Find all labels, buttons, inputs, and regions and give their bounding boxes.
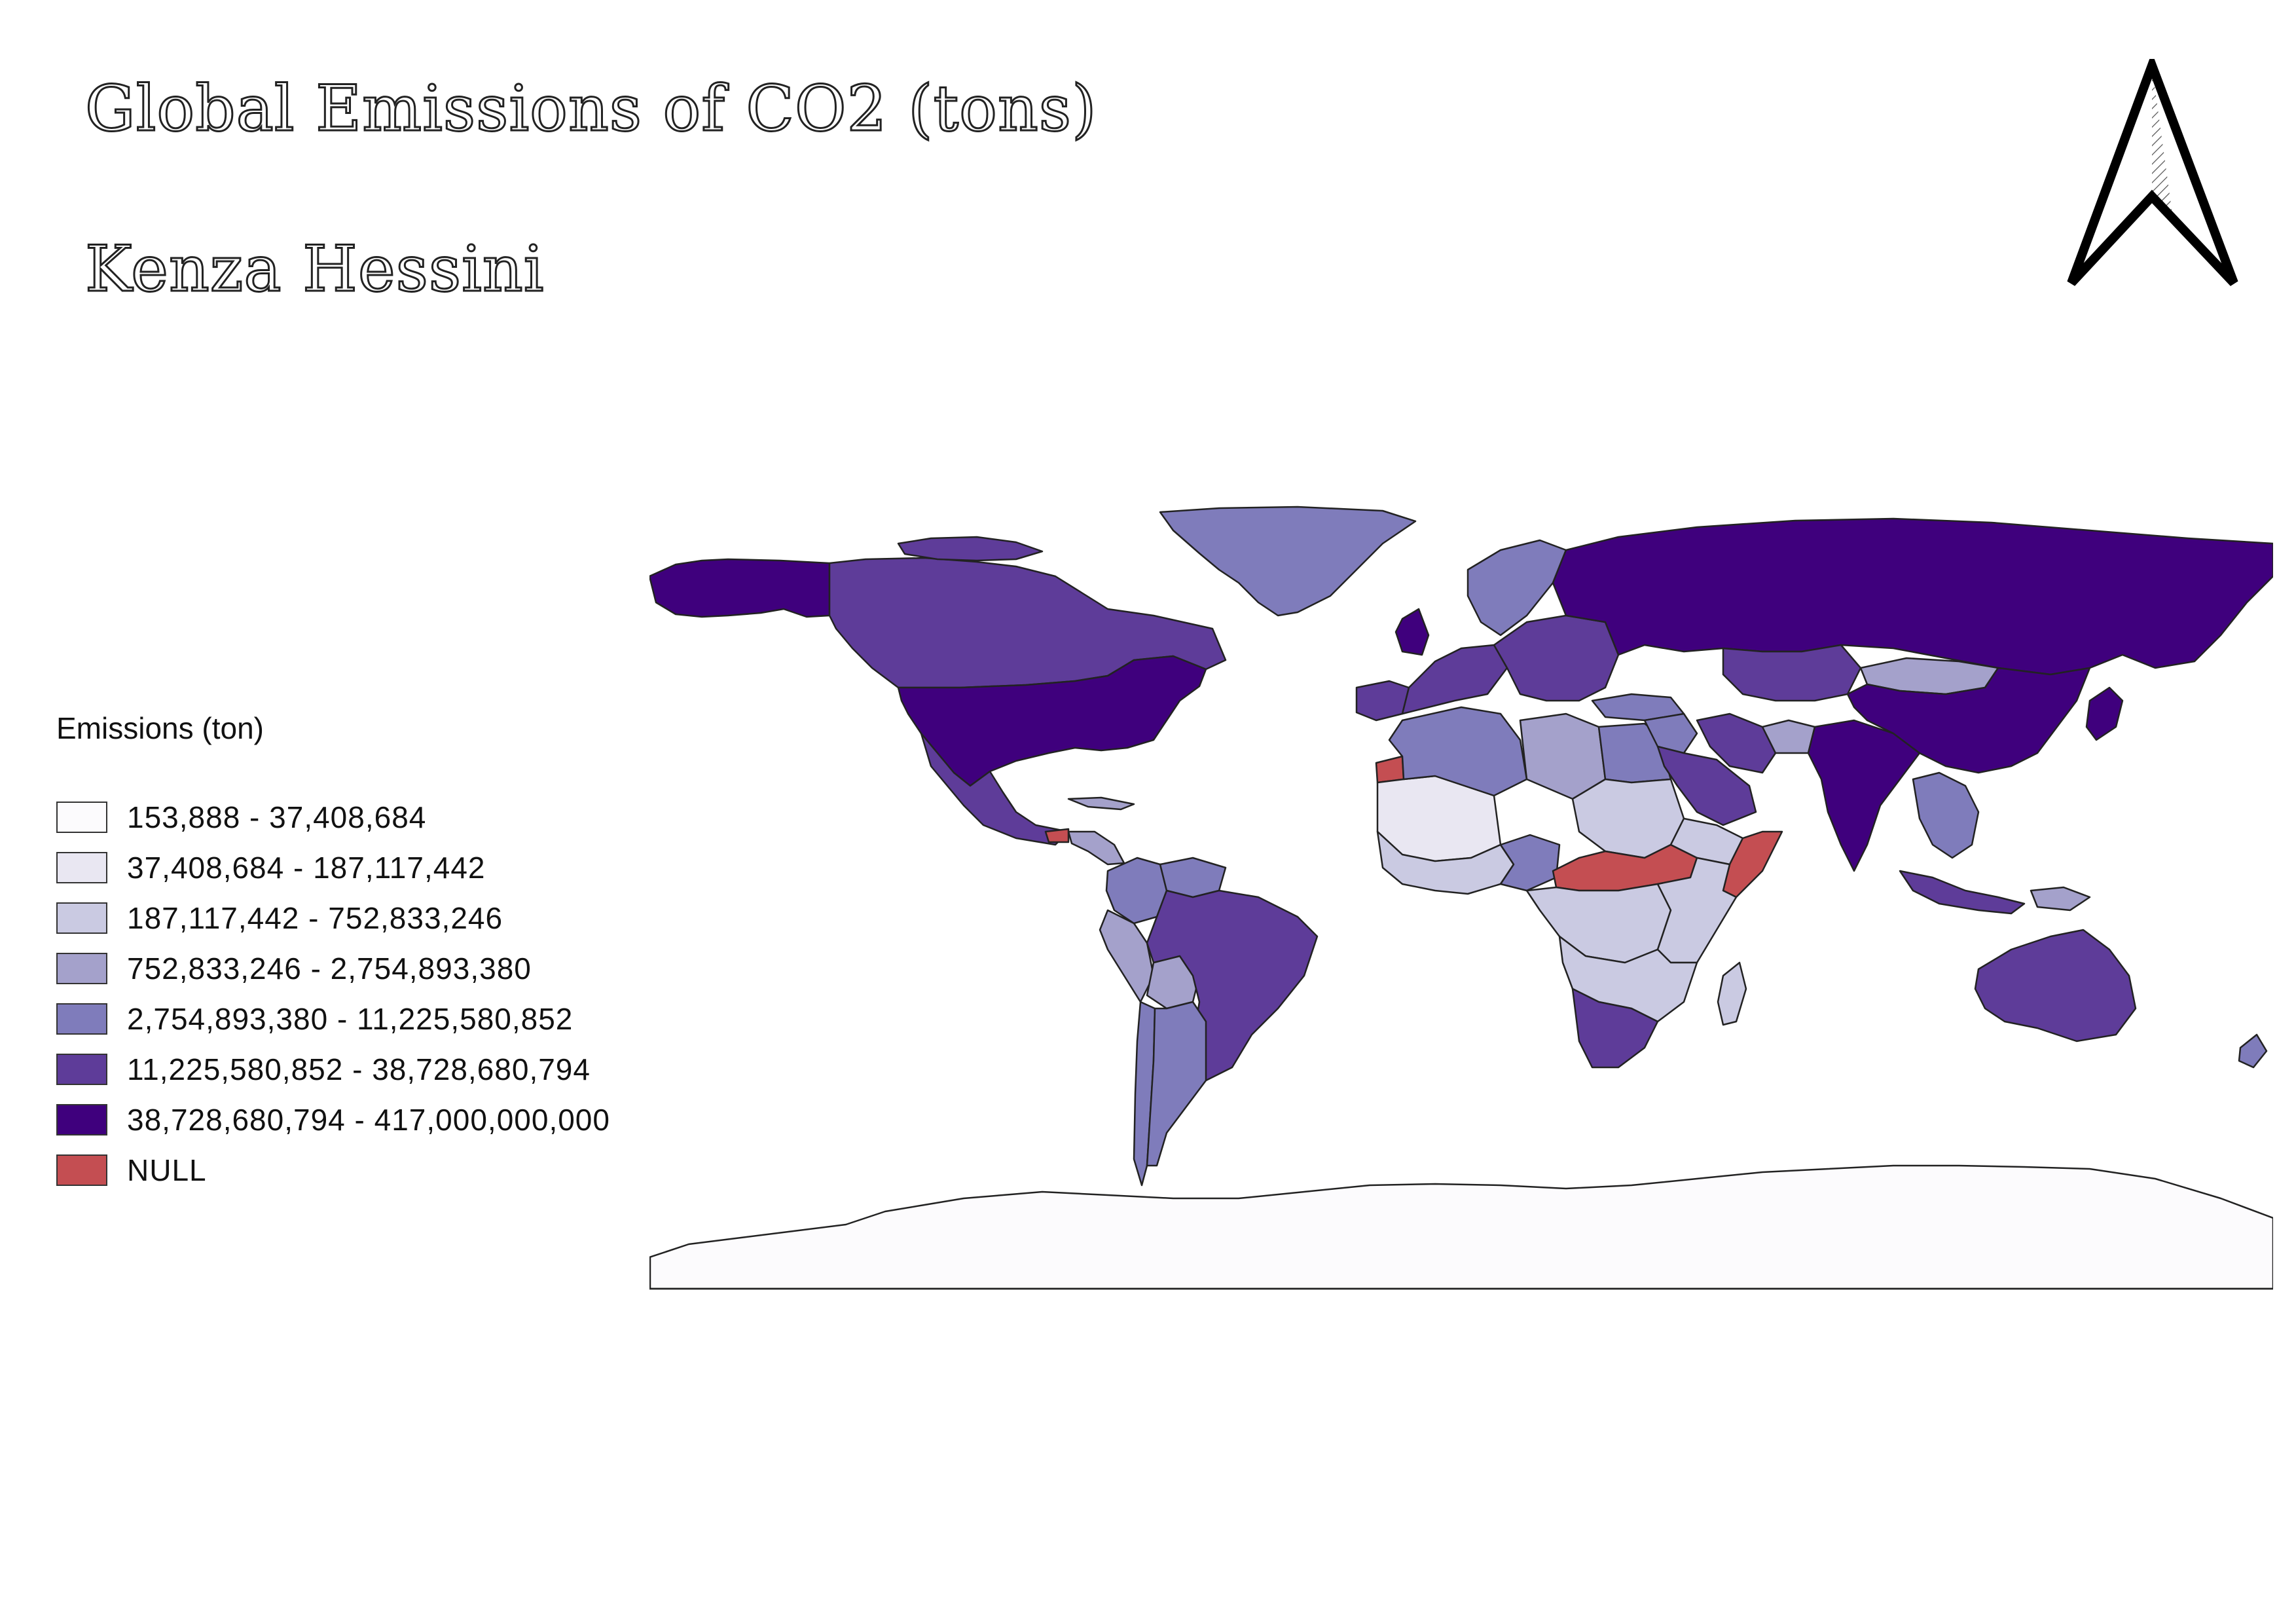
- legend-item: 153,888 - 37,408,684: [56, 792, 610, 842]
- region-middle-east: [1643, 712, 1698, 754]
- region-southeast-asia: [1912, 771, 1980, 859]
- legend-label: NULL: [127, 1153, 207, 1187]
- legend-label: 752,833,246 - 2,754,893,380: [127, 951, 532, 986]
- legend-swatch: [56, 801, 107, 833]
- region-iberia: [1355, 680, 1410, 722]
- legend-label: 2,754,893,380 - 11,225,580,852: [127, 1001, 574, 1036]
- region-western-europe: [1401, 644, 1508, 715]
- region-algeria: [1388, 706, 1528, 797]
- region-brazil: [1146, 889, 1319, 1082]
- legend-label: 153,888 - 37,408,684: [127, 800, 427, 834]
- legend: Emissions (ton) 153,888 - 37,408,684 37,4…: [56, 710, 610, 1195]
- region-guatemala: [1044, 828, 1070, 843]
- region-greenland: [1159, 506, 1417, 617]
- region-china: [1846, 667, 2091, 774]
- region-cuba: [1067, 796, 1135, 811]
- country-regions: [649, 506, 2273, 1290]
- legend-items: 153,888 - 37,408,684 37,408,684 - 187,117…: [56, 792, 610, 1195]
- world-map-canvas: [649, 504, 2273, 1290]
- region-scandinavia: [1467, 539, 1567, 637]
- legend-title: Emissions (ton): [56, 711, 264, 745]
- region-indonesia: [1899, 870, 2026, 915]
- map-title: Global Emissions of CO2 (tons): [84, 71, 1098, 147]
- region-mexico: [920, 732, 1070, 846]
- region-central-america: [1067, 830, 1125, 866]
- region-east-africa: [1656, 857, 1738, 964]
- region-alaska: [649, 558, 831, 618]
- legend-item: 752,833,246 - 2,754,893,380: [56, 943, 610, 993]
- north-arrow-icon: [2062, 52, 2246, 295]
- region-saudi-arabia: [1656, 745, 1757, 826]
- region-new-zealand: [2238, 1033, 2268, 1069]
- legend-swatch: [56, 902, 107, 934]
- legend-item: NULL: [56, 1145, 610, 1195]
- legend-label: 11,225,580,852 - 38,728,680,794: [127, 1052, 591, 1086]
- legend-swatch: [56, 1003, 107, 1035]
- legend-label: 38,728,680,794 - 417,000,000,000: [127, 1102, 610, 1137]
- region-kazakhstan: [1722, 644, 1862, 702]
- legend-swatch: [56, 952, 107, 984]
- region-south-africa: [1571, 987, 1659, 1069]
- legend-item: 187,117,442 - 752,833,246: [56, 893, 610, 943]
- legend-item: 11,225,580,852 - 38,728,680,794: [56, 1044, 610, 1094]
- legend-label: 37,408,684 - 187,117,442: [127, 850, 486, 885]
- region-iran: [1696, 712, 1777, 774]
- legend-swatch: [56, 1053, 107, 1085]
- legend-item: 37,408,684 - 187,117,442: [56, 842, 610, 893]
- map-author: Kenza Hessini: [84, 232, 545, 307]
- region-nigeria: [1499, 834, 1561, 892]
- world-map: [649, 504, 2273, 1290]
- region-eastern-europe: [1493, 614, 1620, 702]
- legend-item: 38,728,680,794 - 417,000,000,000: [56, 1094, 610, 1145]
- region-antarctica: [649, 1164, 2273, 1290]
- region-japan: [2085, 686, 2124, 741]
- region-australia: [1974, 929, 2137, 1043]
- legend-swatch: [56, 1103, 107, 1135]
- region-canadian-arctic-islands: [897, 536, 1044, 562]
- legend-item: 2,754,893,380 - 11,225,580,852: [56, 993, 610, 1044]
- region-papua: [2030, 886, 2091, 912]
- region-uk: [1394, 608, 1430, 656]
- region-madagascar: [1717, 961, 1747, 1026]
- legend-label: 187,117,442 - 752,833,246: [127, 900, 503, 935]
- legend-swatch: [56, 851, 107, 883]
- region-argentina: [1146, 1001, 1207, 1167]
- legend-swatch: [56, 1154, 107, 1186]
